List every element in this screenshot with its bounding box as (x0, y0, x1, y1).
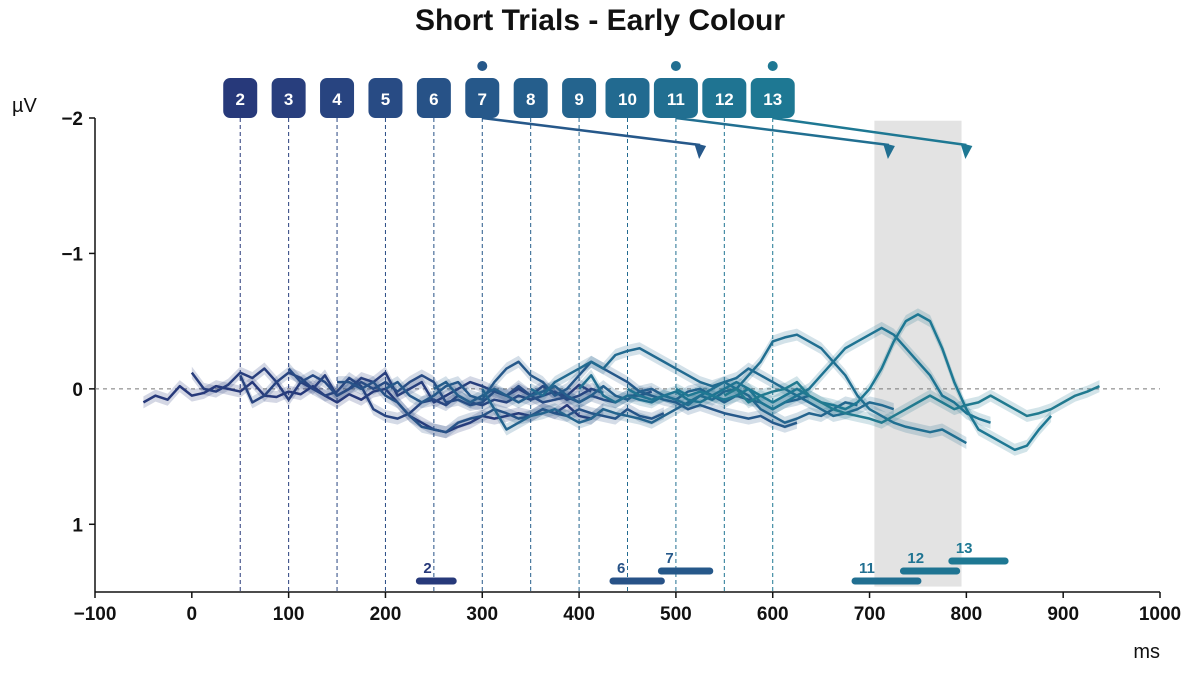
y-tick-label: 1 (72, 515, 83, 536)
arrow-line (482, 116, 701, 147)
significance-bar-label: 6 (617, 560, 625, 577)
stimulus-badge-label: 7 (478, 90, 487, 109)
stimulus-badge-13 (750, 78, 795, 118)
significance-bar-label: 11 (859, 560, 875, 577)
stimulus-dot-13 (767, 61, 778, 71)
series-line (481, 387, 858, 431)
y-tick-label: −2 (61, 109, 83, 130)
x-tick-label: 300 (466, 604, 498, 625)
stimulus-badge-label: 3 (284, 90, 293, 109)
stimulus-badge-label: 10 (618, 90, 637, 109)
arrow-line (772, 116, 967, 147)
stimulus-badge-label: 2 (235, 90, 244, 109)
series-band (143, 376, 604, 439)
stimulus-badge-6 (416, 78, 451, 118)
stimulus-badge-5 (368, 78, 403, 118)
stimulus-badge-label: 4 (332, 90, 342, 109)
stimulus-badge-label: 5 (381, 90, 390, 109)
stimulus-badge-label: 8 (526, 90, 535, 109)
stimulus-badge-8 (513, 78, 548, 118)
stimulus-badge-label: 12 (715, 90, 734, 109)
stimulus-badge-label: 9 (574, 90, 583, 109)
series-band (433, 376, 810, 416)
x-tick-label: 700 (854, 604, 886, 625)
stimulus-dot-7 (477, 61, 488, 71)
series-line (337, 380, 665, 434)
stimulus-badge-label: 13 (763, 90, 782, 109)
stimulus-badge-10 (605, 78, 650, 118)
series-band (579, 328, 967, 450)
stimulus-badge-3 (271, 78, 306, 118)
series-line (578, 333, 967, 445)
stimulus-badge-11 (653, 78, 698, 118)
y-axis-label: µV (12, 95, 38, 117)
x-tick-label: 100 (273, 604, 305, 625)
x-tick-label: 800 (951, 604, 983, 625)
significance-bar-label: 2 (423, 560, 431, 577)
series-band (530, 342, 894, 422)
series-line (626, 326, 991, 424)
series-line (723, 380, 1100, 424)
arrow-head (960, 143, 973, 159)
arrow-line (675, 116, 890, 147)
x-tick-label: 1000 (1139, 604, 1181, 625)
stimulus-badge-2 (223, 78, 258, 118)
x-tick-label: −100 (74, 604, 117, 625)
stimulus-badge-7 (465, 78, 500, 118)
stimulus-badge-4 (320, 78, 355, 118)
x-tick-label: 500 (660, 604, 692, 625)
x-tick-label: 400 (563, 604, 595, 625)
y-tick-label: −1 (61, 244, 83, 265)
arrow-head (882, 143, 895, 159)
significance-bar-label: 13 (956, 540, 973, 557)
arrow-head (694, 143, 707, 159)
x-tick-label: 200 (370, 604, 402, 625)
x-axis-label: ms (1133, 641, 1160, 663)
stimulus-badge-label: 11 (667, 90, 685, 109)
stimulus-dot-11 (670, 61, 681, 71)
series-band (724, 376, 1100, 429)
series-line (142, 380, 605, 434)
series-line (675, 313, 1053, 452)
significance-bar-label: 7 (665, 550, 673, 567)
chart-title: Short Trials - Early Colour (414, 4, 786, 37)
x-tick-label: 600 (757, 604, 789, 625)
y-tick-label: 0 (72, 380, 83, 401)
stimulus-badge-label: 6 (429, 90, 438, 109)
significance-bar-label: 12 (907, 550, 924, 567)
x-tick-label: 900 (1047, 604, 1079, 625)
stimulus-badge-12 (702, 78, 747, 118)
x-tick-label: 0 (187, 604, 198, 625)
series-line (530, 346, 895, 418)
stimulus-badge-9 (562, 78, 597, 118)
